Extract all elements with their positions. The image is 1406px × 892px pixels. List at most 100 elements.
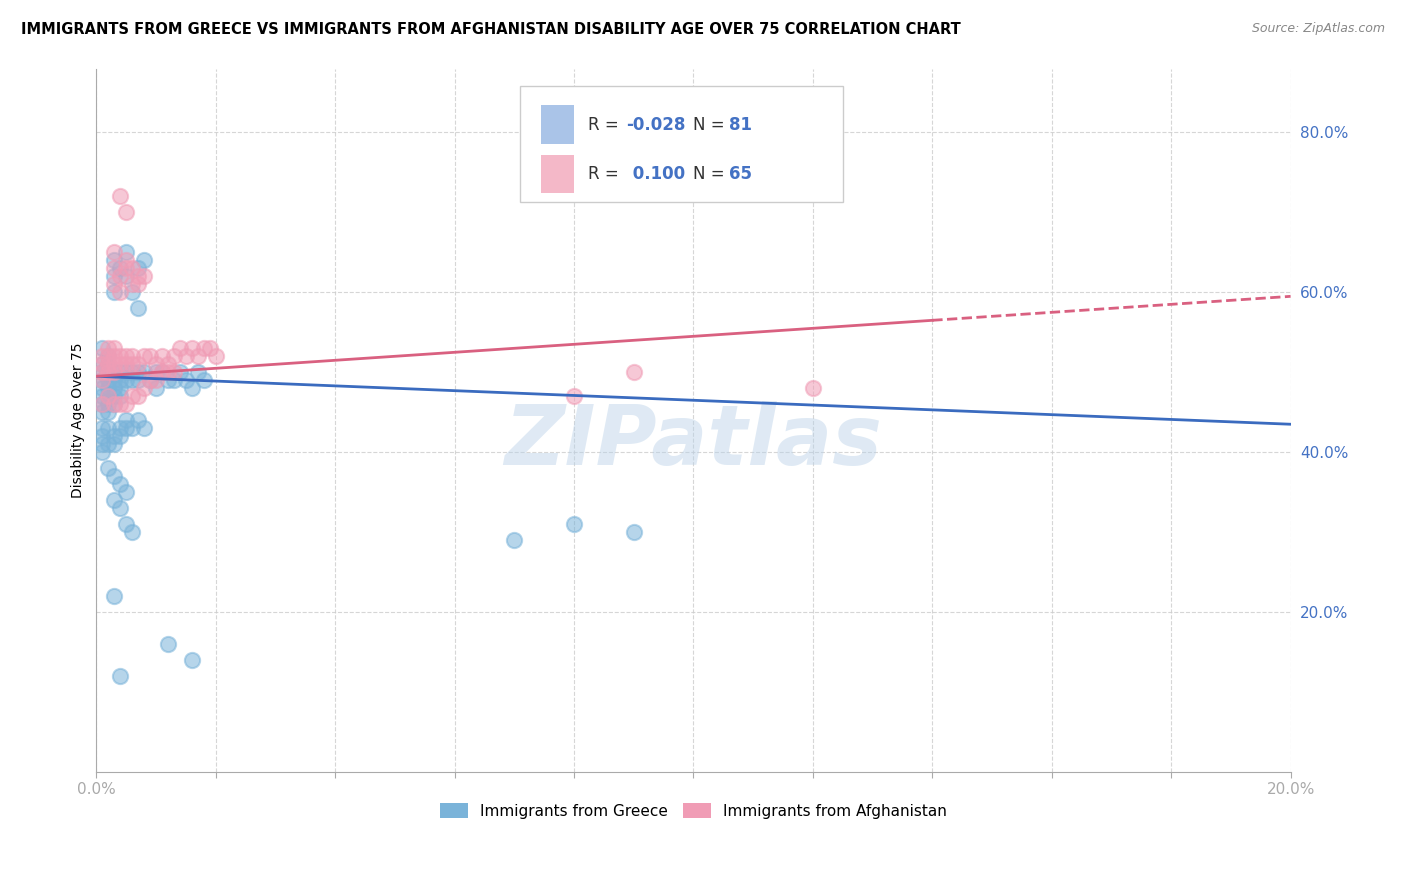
Text: R =: R = [588,165,624,183]
Point [121,277,143,292]
Point [110,261,132,276]
Point [121,261,143,276]
Point [103,381,125,395]
Point [174,373,197,387]
Point [163,373,186,387]
Point [193,341,215,355]
Point [150,349,173,363]
Point [156,365,179,379]
Point [134,381,156,395]
Point [169,341,191,355]
Point [91,357,114,371]
Point [134,269,156,284]
Point [103,589,125,603]
Point [127,269,149,284]
Point [103,365,125,379]
Text: 81: 81 [730,116,752,134]
Text: 0.100: 0.100 [627,165,685,183]
Point [127,373,149,387]
Point [91,389,114,403]
Point [97,437,120,451]
Point [134,253,156,268]
Point [97,349,120,363]
Point [110,381,132,395]
Point [187,349,209,363]
Legend: Immigrants from Greece, Immigrants from Afghanistan: Immigrants from Greece, Immigrants from … [434,797,953,825]
Point [103,245,125,260]
Point [91,373,114,387]
Point [139,373,162,387]
Point [180,381,202,395]
Text: N =: N = [693,165,730,183]
Point [103,397,125,411]
Point [97,389,120,403]
Point [115,421,138,435]
Point [127,277,149,292]
Point [163,349,186,363]
Point [623,525,645,540]
Text: N =: N = [693,116,730,134]
Point [145,373,167,387]
Point [145,381,167,395]
Point [121,357,143,371]
Point [110,397,132,411]
Point [180,341,202,355]
Point [187,365,209,379]
Point [115,269,138,284]
Point [127,301,149,316]
Point [110,389,132,403]
Point [127,365,149,379]
Point [169,365,191,379]
Point [115,253,138,268]
Point [115,357,138,371]
Point [156,637,179,651]
Point [174,349,197,363]
Point [110,269,132,284]
Point [121,389,143,403]
Point [110,501,132,516]
Point [103,493,125,508]
Point [97,365,120,379]
Point [110,365,132,379]
Text: R =: R = [588,116,624,134]
Point [127,413,149,427]
Point [115,517,138,532]
Point [110,669,132,683]
Point [503,533,526,548]
Point [121,421,143,435]
Point [91,373,114,387]
Point [103,341,125,355]
Point [115,397,138,411]
Point [91,349,114,363]
Point [103,365,125,379]
Point [97,389,120,403]
Point [193,373,215,387]
Point [127,261,149,276]
Point [115,373,138,387]
Point [110,477,132,491]
Point [115,205,138,219]
Point [110,373,132,387]
Point [801,381,824,395]
Bar [541,154,574,194]
Point [91,397,114,411]
Point [103,349,125,363]
Text: Source: ZipAtlas.com: Source: ZipAtlas.com [1251,22,1385,36]
Point [97,357,120,371]
Point [145,357,167,371]
Point [623,365,645,379]
Bar [541,105,574,145]
Point [139,373,162,387]
Point [562,517,585,532]
Point [103,357,125,371]
Point [97,405,120,419]
Point [127,357,149,371]
Point [97,461,120,475]
Point [115,485,138,500]
Point [103,261,125,276]
Point [97,421,120,435]
Point [562,389,585,403]
Point [103,253,125,268]
Point [97,357,120,371]
Point [150,365,173,379]
